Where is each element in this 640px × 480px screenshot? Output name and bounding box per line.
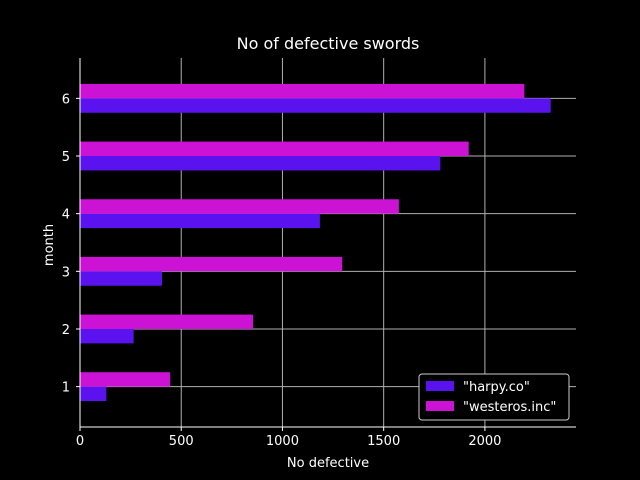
- bar-westeros-month-4: [80, 199, 399, 214]
- legend-swatch: [426, 381, 454, 391]
- x-tick-label: 2000: [468, 434, 501, 449]
- bar-westeros-month-5: [80, 141, 469, 157]
- legend-swatch: [426, 401, 454, 411]
- bar-westeros-month-6: [80, 83, 525, 99]
- bar-harpy-month-4: [80, 213, 320, 229]
- chart-title: No of defective swords: [237, 34, 420, 53]
- bar-westeros-month-2: [80, 314, 254, 329]
- y-axis-label: month: [42, 224, 57, 266]
- y-tick-label: 5: [62, 150, 70, 165]
- bar-westeros-month-1: [80, 372, 171, 387]
- y-tick-label: 4: [62, 208, 70, 223]
- legend-box: [418, 373, 570, 421]
- x-axis-label: No defective: [287, 456, 369, 471]
- y-tick-label: 6: [62, 92, 70, 107]
- y-tick-label: 3: [62, 265, 70, 280]
- x-tick-label: 0: [76, 434, 84, 449]
- bars: [80, 83, 551, 402]
- legend-label: "harpy.co": [463, 380, 530, 395]
- bar-westeros-month-3: [80, 256, 343, 272]
- x-tick-label: 1000: [266, 434, 299, 449]
- legend: "harpy.co" "westeros.inc": [418, 373, 570, 421]
- axes: 0 500 1000 1500 2000 1 2 3 4 5 6: [62, 58, 576, 449]
- x-tick-label: 1500: [367, 434, 400, 449]
- bar-harpy-month-6: [80, 98, 551, 113]
- x-tick-label: 500: [169, 434, 194, 449]
- bar-harpy-month-3: [80, 271, 162, 286]
- bar-harpy-month-2: [80, 328, 134, 344]
- y-tick-label: 2: [62, 323, 70, 338]
- bar-harpy-month-1: [80, 386, 107, 402]
- legend-label: "westeros.inc": [463, 400, 556, 415]
- bar-harpy-month-5: [80, 156, 441, 171]
- y-tick-label: 1: [62, 381, 70, 396]
